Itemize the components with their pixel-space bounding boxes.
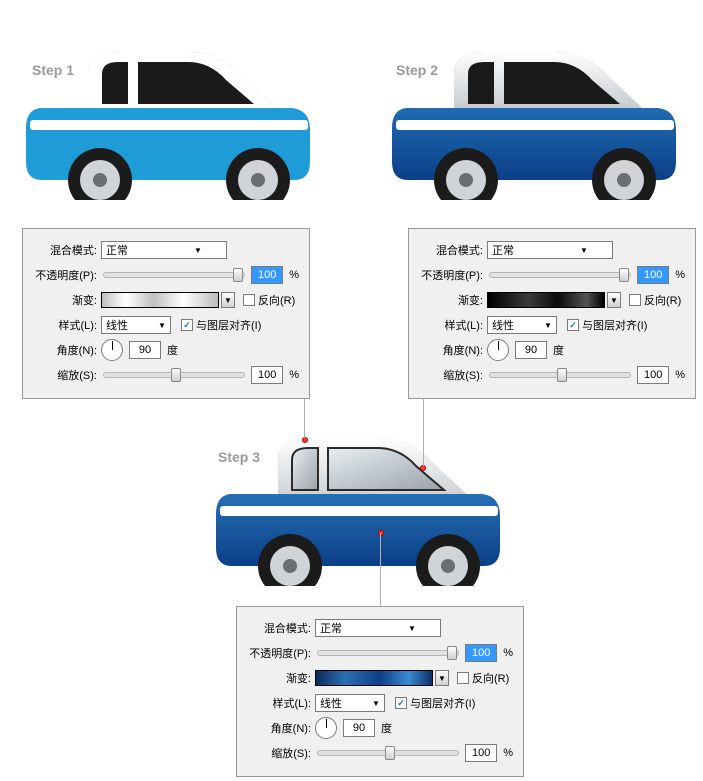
angle-dial[interactable] <box>487 339 509 361</box>
opacity-slider[interactable] <box>317 650 459 656</box>
gradient-overlay-panel: 混合模式: 正常▼ 不透明度(P): 100 % 渐变: ▼ 反向(R) 样式(… <box>236 606 524 777</box>
chevron-down-icon: ▼ <box>370 699 382 708</box>
blend-mode-label: 混合模式: <box>33 242 101 258</box>
scale-value[interactable]: 100 <box>251 366 283 384</box>
scale-label: 缩放(S): <box>33 367 101 383</box>
reverse-label: 反向(R) <box>258 292 295 308</box>
style-combo[interactable]: 线性▼ <box>101 316 171 334</box>
car-step3 <box>200 416 510 586</box>
blend-mode-combo[interactable]: 正常▼ <box>315 619 441 637</box>
gradient-swatch[interactable] <box>101 292 219 308</box>
angle-unit: 度 <box>553 342 564 358</box>
align-layer-label: 与图层对齐(I) <box>410 695 475 711</box>
reverse-label: 反向(R) <box>472 670 509 686</box>
opacity-label: 不透明度(P): <box>419 267 487 283</box>
connector <box>380 534 381 606</box>
blend-mode-combo[interactable]: 正常▼ <box>487 241 613 259</box>
style-combo[interactable]: 线性▼ <box>487 316 557 334</box>
style-label: 样式(L): <box>247 695 315 711</box>
angle-value[interactable]: 90 <box>129 341 161 359</box>
style-label: 样式(L): <box>419 317 487 333</box>
gradient-overlay-panel: 混合模式: 正常▼ 不透明度(P): 100 % 渐变: ▼ 反向(R) 样式(… <box>22 228 310 399</box>
percent-unit: % <box>289 369 299 381</box>
scale-slider[interactable] <box>317 750 459 756</box>
percent-unit: % <box>503 747 513 759</box>
reverse-label: 反向(R) <box>644 292 681 308</box>
opacity-value[interactable]: 100 <box>251 266 283 284</box>
chevron-down-icon: ▼ <box>156 321 168 330</box>
style-combo[interactable]: 线性▼ <box>315 694 385 712</box>
scale-slider[interactable] <box>103 372 245 378</box>
callout-dot <box>302 437 308 443</box>
gradient-label: 渐变: <box>419 292 487 308</box>
align-layer-checkbox[interactable] <box>181 319 193 331</box>
chevron-down-icon: ▼ <box>542 321 554 330</box>
reverse-checkbox[interactable] <box>629 294 641 306</box>
scale-label: 缩放(S): <box>247 745 315 761</box>
style-label: 样式(L): <box>33 317 101 333</box>
gradient-picker-button[interactable]: ▼ <box>435 670 449 686</box>
gradient-swatch[interactable] <box>487 292 605 308</box>
opacity-value[interactable]: 100 <box>637 266 669 284</box>
reverse-checkbox[interactable] <box>457 672 469 684</box>
percent-unit: % <box>675 269 685 281</box>
gradient-label: 渐变: <box>33 292 101 308</box>
angle-value[interactable]: 90 <box>343 719 375 737</box>
car-step1 <box>10 30 320 200</box>
scale-slider[interactable] <box>489 372 631 378</box>
angle-dial[interactable] <box>101 339 123 361</box>
connector <box>423 390 424 466</box>
chevron-down-icon: ▼ <box>192 246 204 255</box>
blend-mode-label: 混合模式: <box>419 242 487 258</box>
opacity-value[interactable]: 100 <box>465 644 497 662</box>
gradient-swatch[interactable] <box>315 670 433 686</box>
scale-value[interactable]: 100 <box>465 744 497 762</box>
gradient-label: 渐变: <box>247 670 315 686</box>
opacity-label: 不透明度(P): <box>247 645 315 661</box>
angle-value[interactable]: 90 <box>515 341 547 359</box>
scale-value[interactable]: 100 <box>637 366 669 384</box>
gradient-picker-button[interactable]: ▼ <box>607 292 621 308</box>
angle-label: 角度(N): <box>247 720 315 736</box>
align-layer-checkbox[interactable] <box>395 697 407 709</box>
percent-unit: % <box>675 369 685 381</box>
opacity-label: 不透明度(P): <box>33 267 101 283</box>
chevron-down-icon: ▼ <box>578 246 590 255</box>
angle-dial[interactable] <box>315 717 337 739</box>
align-layer-label: 与图层对齐(I) <box>196 317 261 333</box>
angle-label: 角度(N): <box>33 342 101 358</box>
percent-unit: % <box>289 269 299 281</box>
opacity-slider[interactable] <box>103 272 245 278</box>
angle-unit: 度 <box>381 720 392 736</box>
gradient-picker-button[interactable]: ▼ <box>221 292 235 308</box>
reverse-checkbox[interactable] <box>243 294 255 306</box>
blend-mode-combo[interactable]: 正常▼ <box>101 241 227 259</box>
align-layer-label: 与图层对齐(I) <box>582 317 647 333</box>
gradient-overlay-panel: 混合模式: 正常▼ 不透明度(P): 100 % 渐变: ▼ 反向(R) 样式(… <box>408 228 696 399</box>
opacity-slider[interactable] <box>489 272 631 278</box>
percent-unit: % <box>503 647 513 659</box>
align-layer-checkbox[interactable] <box>567 319 579 331</box>
angle-unit: 度 <box>167 342 178 358</box>
chevron-down-icon: ▼ <box>406 624 418 633</box>
scale-label: 缩放(S): <box>419 367 487 383</box>
angle-label: 角度(N): <box>419 342 487 358</box>
blend-mode-label: 混合模式: <box>247 620 315 636</box>
callout-dot <box>378 530 384 536</box>
car-step2 <box>376 30 686 200</box>
